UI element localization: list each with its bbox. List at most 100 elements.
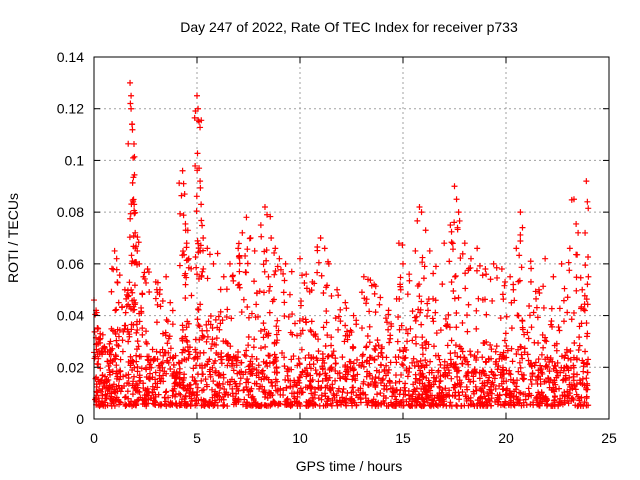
data-point <box>218 360 225 367</box>
data-point <box>129 391 136 398</box>
data-point <box>131 399 138 406</box>
data-point <box>382 315 389 322</box>
data-point <box>329 352 336 359</box>
data-point <box>419 380 426 387</box>
data-point <box>461 240 468 247</box>
data-point <box>182 281 189 288</box>
data-point <box>465 361 472 368</box>
data-point <box>125 338 132 345</box>
data-point <box>144 266 151 273</box>
data-point <box>219 317 226 324</box>
data-point <box>339 354 346 361</box>
data-point <box>430 270 437 277</box>
x-tick-label: 0 <box>90 430 98 446</box>
data-point <box>372 402 379 409</box>
data-point <box>582 229 589 236</box>
data-point <box>299 389 306 396</box>
data-point <box>322 390 329 397</box>
data-point <box>187 381 194 388</box>
data-point <box>400 348 407 355</box>
data-point <box>193 380 200 387</box>
data-point <box>521 349 528 356</box>
data-point <box>566 245 573 252</box>
data-point <box>447 362 454 369</box>
data-point <box>197 124 204 131</box>
data-point <box>570 377 577 384</box>
data-point <box>163 316 170 323</box>
data-point <box>583 375 590 382</box>
data-point <box>233 390 240 397</box>
data-point <box>121 322 128 329</box>
data-point <box>112 330 119 337</box>
data-point <box>221 386 228 393</box>
data-point <box>452 273 459 280</box>
data-point <box>336 370 343 377</box>
data-point <box>169 321 176 328</box>
data-point <box>130 303 137 310</box>
data-point <box>575 346 582 353</box>
data-point <box>94 360 101 367</box>
data-point <box>113 337 120 344</box>
data-point <box>217 308 224 315</box>
data-point <box>472 383 479 390</box>
data-point <box>277 391 284 398</box>
data-point <box>148 395 155 402</box>
data-point <box>260 334 267 341</box>
data-point <box>413 385 420 392</box>
data-point <box>521 331 528 338</box>
data-point <box>474 402 481 409</box>
data-point <box>237 375 244 382</box>
data-point <box>288 356 295 363</box>
data-point <box>198 217 205 224</box>
data-point <box>325 353 332 360</box>
data-point <box>536 391 543 398</box>
data-point <box>135 343 142 350</box>
data-point <box>315 259 322 266</box>
data-point <box>244 376 251 383</box>
data-point <box>179 167 186 174</box>
data-point <box>221 401 228 408</box>
data-point <box>572 386 579 393</box>
data-point <box>265 330 272 337</box>
data-point <box>131 153 138 160</box>
data-point <box>424 300 431 307</box>
data-point <box>325 395 332 402</box>
data-point <box>335 313 342 320</box>
data-point <box>517 237 524 244</box>
data-point <box>431 395 438 402</box>
data-point <box>459 250 466 257</box>
data-point <box>446 402 453 409</box>
data-point <box>436 390 443 397</box>
data-point <box>369 375 376 382</box>
data-point <box>542 334 549 341</box>
data-point <box>409 308 416 315</box>
data-point <box>171 368 178 375</box>
data-point <box>426 247 433 254</box>
data-point <box>522 391 529 398</box>
data-point <box>396 347 403 354</box>
data-point <box>240 401 247 408</box>
data-point <box>167 354 174 361</box>
data-point <box>521 375 528 382</box>
data-point <box>564 309 571 316</box>
data-point <box>557 395 564 402</box>
data-point <box>260 261 267 268</box>
data-point <box>418 385 425 392</box>
data-point <box>281 313 288 320</box>
data-point <box>258 401 265 408</box>
data-point <box>134 326 141 333</box>
data-point <box>322 370 329 377</box>
data-point <box>298 298 305 305</box>
data-point <box>507 371 514 378</box>
data-point <box>535 340 542 347</box>
data-point <box>180 212 187 219</box>
data-point <box>247 368 254 375</box>
data-point <box>268 235 275 241</box>
data-point <box>206 402 213 409</box>
data-point <box>464 328 471 335</box>
data-point <box>133 387 140 394</box>
data-point <box>366 339 373 346</box>
data-point <box>527 278 534 285</box>
data-point <box>151 386 158 393</box>
